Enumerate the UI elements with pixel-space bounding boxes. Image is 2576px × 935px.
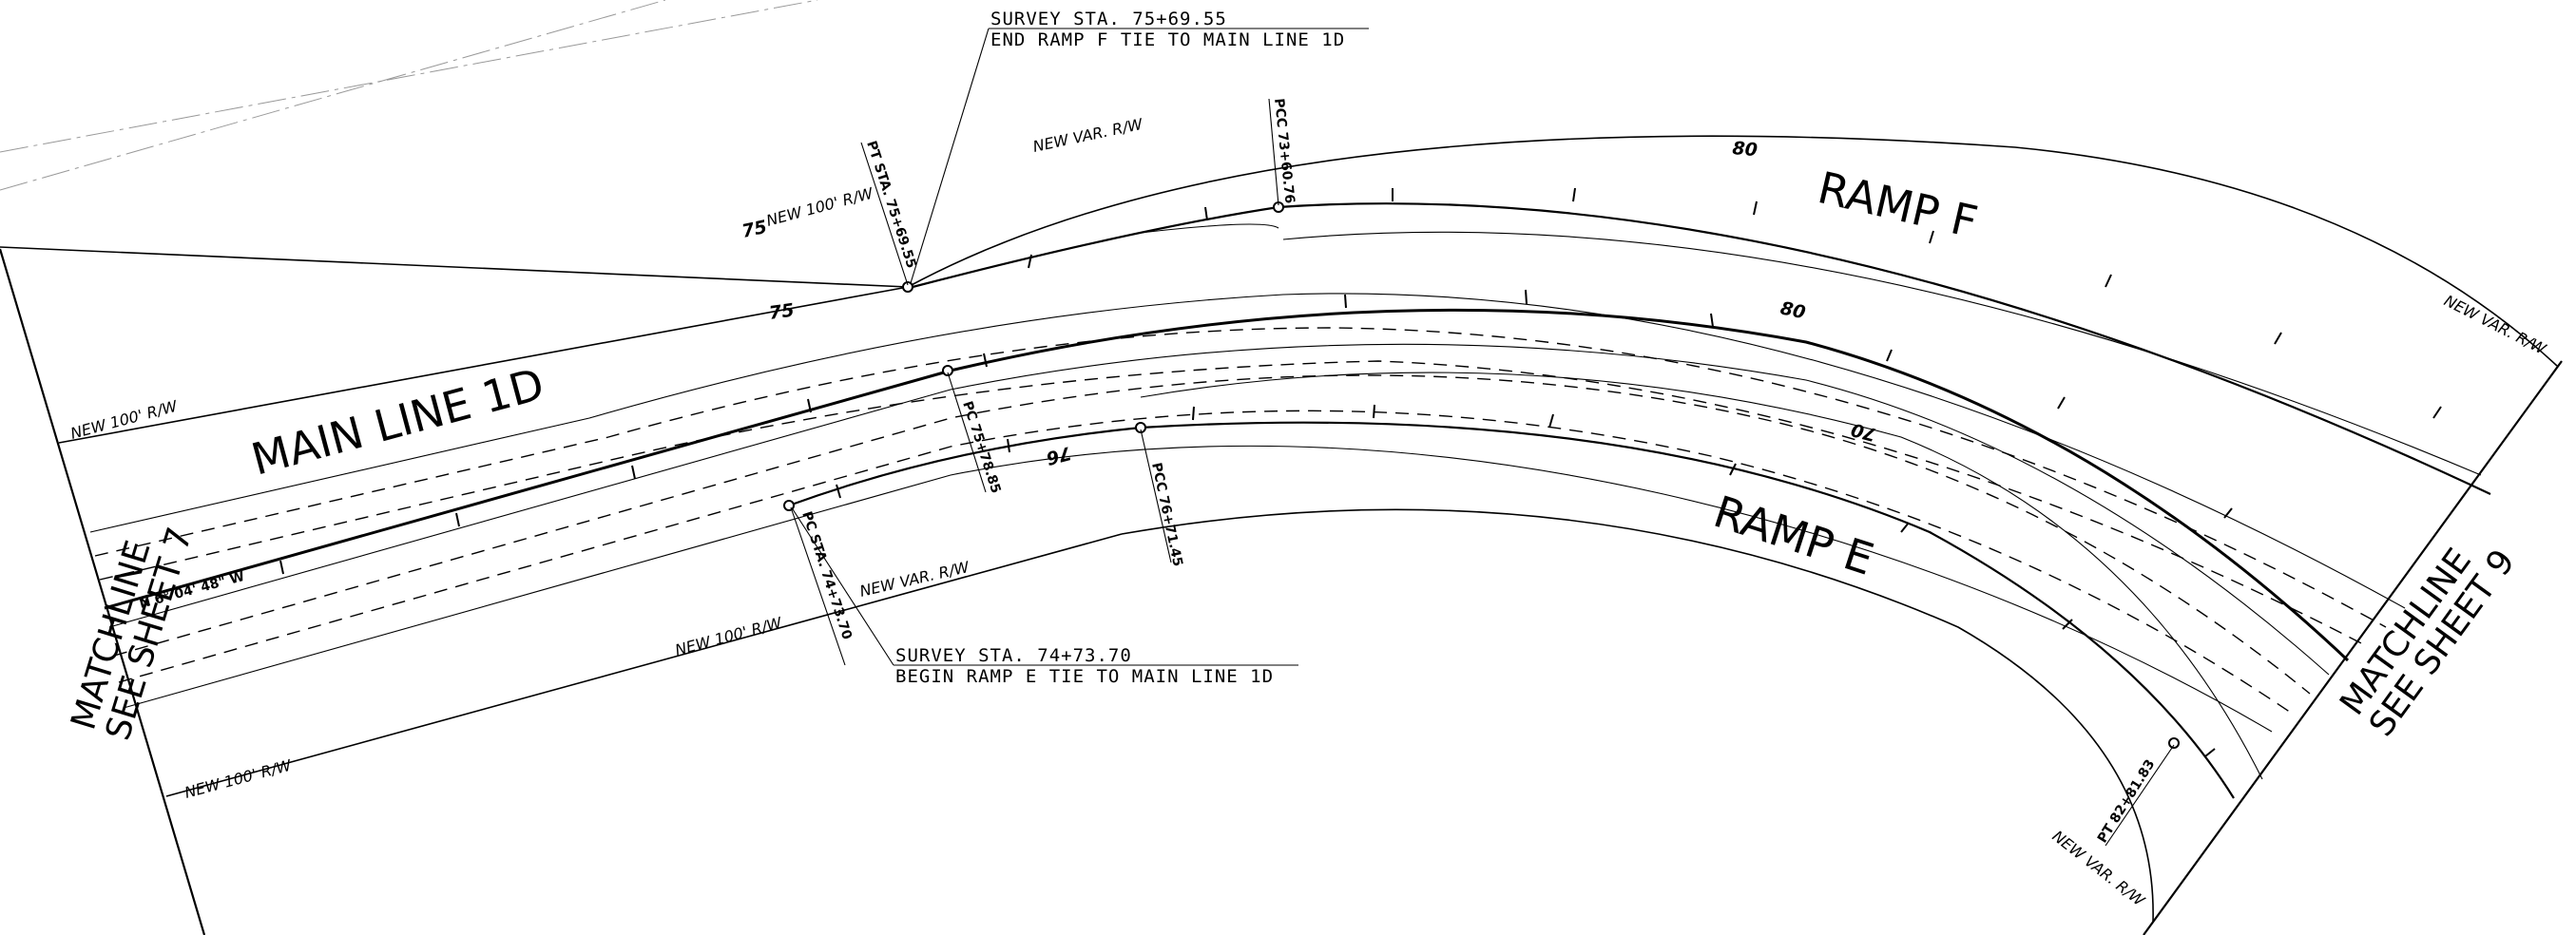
end-ramp-f-note-line1: SURVEY STA. 75+69.55 (990, 9, 1227, 29)
rw-label-new-var-lower: NEW VAR. R/W (858, 558, 972, 601)
pc-ramp-e-point (783, 500, 795, 511)
rw-label-new-100-lower-mid: NEW 100' R/W (673, 613, 784, 659)
station-pc-main: PC 75+78.85 (959, 399, 1003, 495)
existing-boundary-lines (0, 0, 818, 191)
rw-label-new-var-right: NEW VAR. R/W (2441, 292, 2549, 359)
station-pc-ramp-e: PC STA. 74+73.70 (798, 509, 855, 641)
matchline-left: MATCHLINE SEE SHEET 7 (64, 523, 200, 744)
station-number-76: 76 (1044, 442, 1073, 468)
rw-label-new-var-upper: NEW VAR. R/W (1031, 115, 1145, 156)
right-of-way-lines (0, 135, 2558, 923)
station-number-80-top: 80 (1732, 138, 1759, 161)
rw-label-new-100-upper-mid: NEW 100' R/W (764, 183, 875, 230)
matchline-right: MATCHLINE SEE SHEET 9 (2333, 542, 2523, 744)
station-number-75-mid: 75 (768, 299, 796, 323)
station-number-75-top: 75 (740, 217, 768, 242)
left-matchline-border (0, 248, 206, 935)
station-number-80-mid: 80 (1778, 297, 1807, 323)
rw-label-new-100-lower-left: NEW 100' R/W (183, 755, 294, 802)
station-pcc-ramp-e: PCC 76+71.45 (1148, 462, 1185, 568)
station-ticks (279, 187, 2442, 757)
station-number-70: 70 (1849, 418, 1878, 445)
rw-label-new-100-upper-left: NEW 100' R/W (68, 396, 180, 443)
ramp-e-label: RAMP E (1708, 486, 1880, 585)
pc-main-point (942, 365, 953, 376)
begin-ramp-e-note-line2: BEGIN RAMP E TIE TO MAIN LINE 1D (895, 666, 1274, 687)
station-pcc-ramp-f: PCC 73+60.76 (1271, 98, 1298, 204)
end-ramp-f-note-line2: END RAMP F TIE TO MAIN LINE 1D (990, 29, 1345, 50)
pavement-lines (89, 202, 2491, 799)
pcc-ramp-e-point (1135, 422, 1146, 433)
curve-points (783, 201, 2180, 749)
pt-ramp-e-point (2168, 737, 2180, 749)
right-matchline-border (2143, 360, 2563, 935)
note-leaders (792, 28, 1369, 666)
pt-ramp-f-point (902, 281, 913, 293)
ramp-f-label: RAMP F (1814, 162, 1983, 248)
station-flags (790, 98, 2175, 847)
begin-ramp-e-note-line1: SURVEY STA. 74+73.70 (895, 645, 1132, 666)
station-pt-ramp-f: PT STA. 75+69.55 (863, 139, 918, 270)
main-line-label: MAIN LINE 1D (246, 358, 549, 486)
station-pt-ramp-e: PT 82+81.83 (2095, 757, 2159, 846)
